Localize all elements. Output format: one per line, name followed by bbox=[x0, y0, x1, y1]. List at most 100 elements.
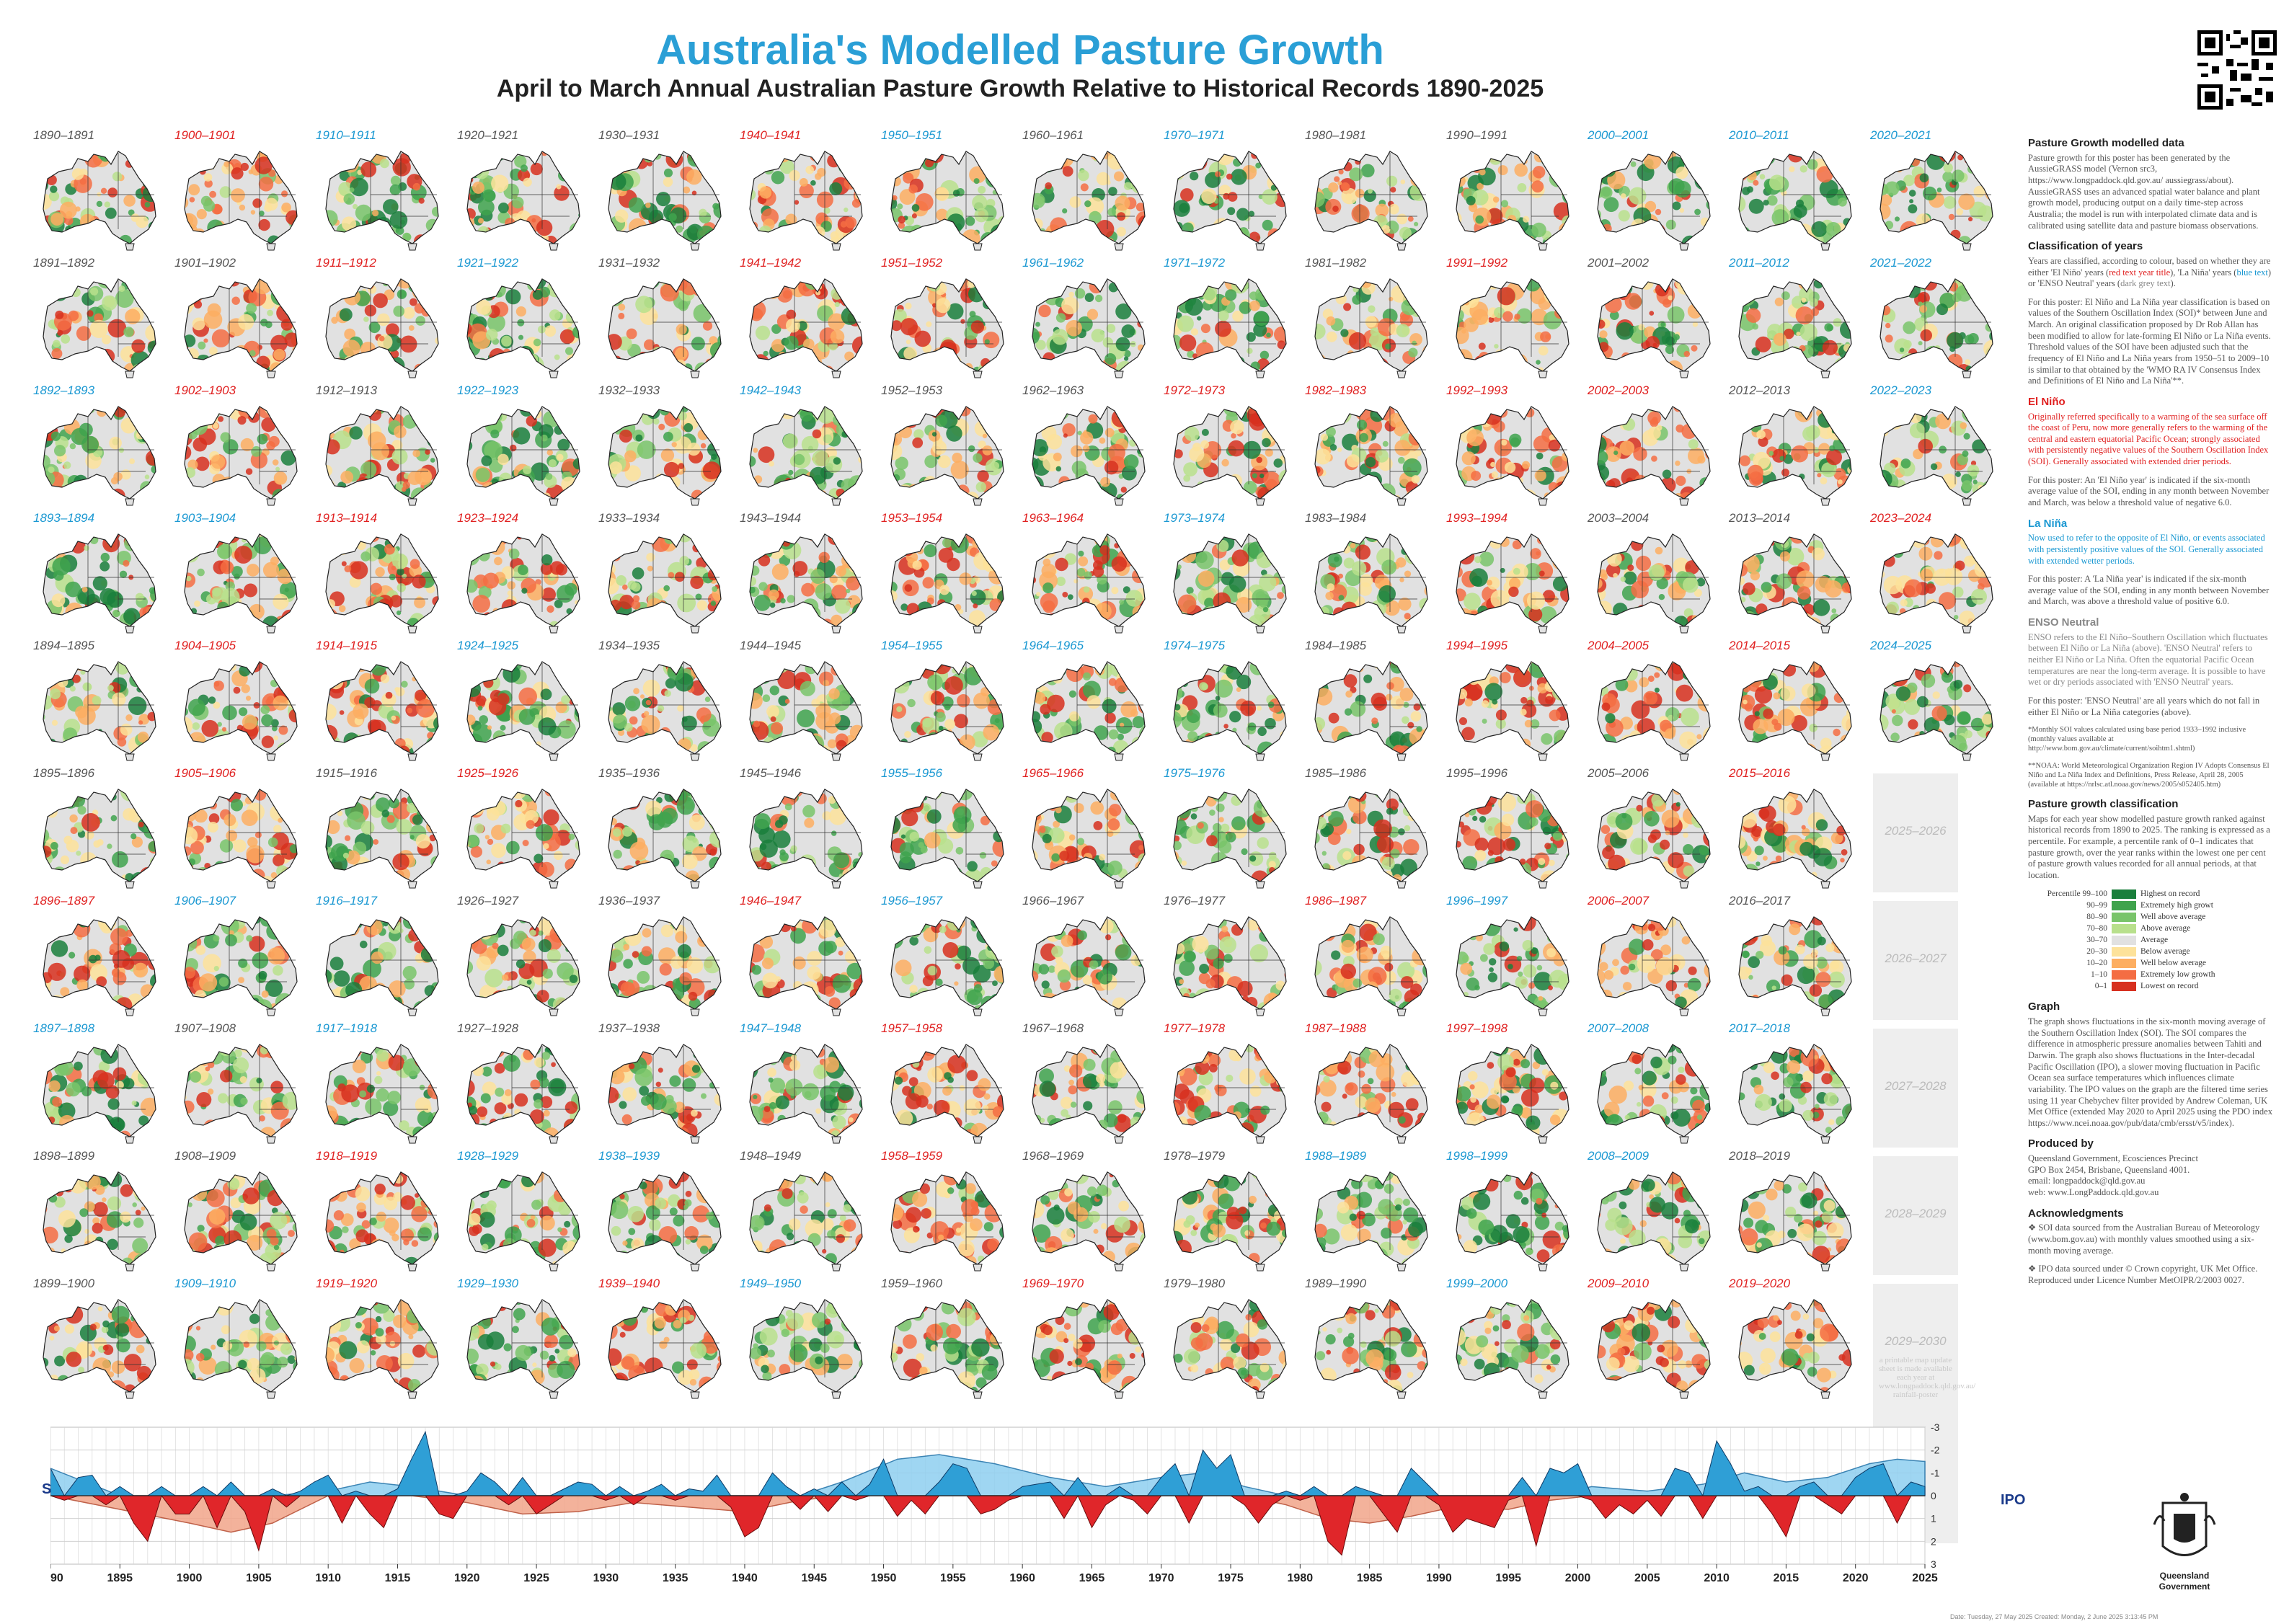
year-map-cell: 1925–1926 bbox=[453, 766, 594, 894]
australia-map bbox=[43, 1044, 156, 1144]
australia-map bbox=[1456, 151, 1569, 251]
year-label: 1919–1920 bbox=[316, 1277, 378, 1290]
australia-map bbox=[1738, 533, 1852, 634]
year-tick-label: 1965 bbox=[1079, 1572, 1105, 1584]
year-map-cell: 1897–1898 bbox=[29, 1021, 170, 1149]
year-tick-label: 1910 bbox=[315, 1572, 341, 1584]
australia-map bbox=[325, 1299, 439, 1399]
year-map-cell: 1938–1939 bbox=[594, 1149, 735, 1277]
year-tick-label: 1890 bbox=[50, 1572, 63, 1584]
year-map-cell: 1915–1916 bbox=[311, 766, 453, 894]
year-label: 1939–1940 bbox=[598, 1277, 660, 1290]
year-map-cell: 1948–1949 bbox=[735, 1149, 877, 1277]
year-label: 1928–1929 bbox=[457, 1149, 519, 1163]
australia-map bbox=[608, 533, 722, 634]
year-label: 1905–1906 bbox=[174, 766, 236, 780]
heading-produced-by: Produced by bbox=[2028, 1137, 2094, 1150]
year-map-cell: 1908–1909 bbox=[170, 1149, 311, 1277]
year-map-cell: 2004–2005 bbox=[1583, 639, 1725, 766]
ipo-tick-label: -2 bbox=[1931, 1445, 1940, 1456]
year-map-cell: 1934–1935 bbox=[594, 639, 735, 766]
australia-map bbox=[1032, 661, 1146, 761]
year-map-cell: 1932–1933 bbox=[594, 383, 735, 511]
australia-map bbox=[466, 1299, 580, 1399]
year-map-cell: 2000–2001 bbox=[1583, 128, 1725, 256]
legend-label: Well below average bbox=[2140, 959, 2207, 968]
australia-map bbox=[1738, 661, 1852, 761]
year-label: 2013–2014 bbox=[1729, 511, 1791, 525]
year-tick-label: 1950 bbox=[871, 1572, 897, 1584]
year-label: 1945–1946 bbox=[740, 766, 802, 780]
australia-map bbox=[608, 1299, 722, 1399]
year-map-cell: 1973–1974 bbox=[1159, 511, 1301, 639]
year-label: 1912–1913 bbox=[316, 383, 378, 397]
year-map-cell: 2009–2010 bbox=[1583, 1277, 1725, 1404]
australia-map bbox=[466, 661, 580, 761]
australia-map bbox=[608, 661, 722, 761]
year-map-cell: 1960–1961 bbox=[1018, 128, 1159, 256]
australia-map bbox=[608, 916, 722, 1016]
australia-map bbox=[466, 1171, 580, 1272]
australia-map bbox=[1032, 151, 1146, 251]
heading-pasture-classification: Pasture growth classification bbox=[2028, 797, 2179, 810]
year-label: 1961–1962 bbox=[1022, 256, 1084, 270]
australia-map bbox=[1456, 278, 1569, 378]
text-pasture-classification: Maps for each year show modelled pasture… bbox=[2028, 813, 2270, 880]
queensland-government-crest-icon: Queensland Government bbox=[2148, 1488, 2221, 1604]
year-map-cell: 2017–2018 bbox=[1725, 1021, 1866, 1149]
year-map-cell: 1909–1910 bbox=[170, 1277, 311, 1404]
australia-map bbox=[1738, 916, 1852, 1016]
ipo-tick-label: 0 bbox=[1931, 1490, 1936, 1501]
year-label: 1950–1951 bbox=[881, 128, 943, 142]
australia-map bbox=[749, 1044, 863, 1144]
year-map-cell: 1905–1906 bbox=[170, 766, 311, 894]
australia-map bbox=[1738, 278, 1852, 378]
year-map-cell: 2021–2022 bbox=[1866, 256, 2007, 383]
year-label: 1984–1985 bbox=[1305, 639, 1367, 652]
year-tick-label: 1915 bbox=[385, 1572, 411, 1584]
year-map-cell: 1970–1971 bbox=[1159, 128, 1301, 256]
year-label: 2000–2001 bbox=[1588, 128, 1650, 142]
text-produced-by: Queensland Government, Ecosciences Preci… bbox=[2028, 1153, 2199, 1197]
year-map-cell: 1985–1986 bbox=[1301, 766, 1442, 894]
year-label: 2010–2011 bbox=[1729, 128, 1789, 142]
year-map-cell: 2011–2012 bbox=[1725, 256, 1866, 383]
year-label: 1913–1914 bbox=[316, 511, 378, 525]
ipo-negative-area bbox=[50, 1454, 1926, 1496]
australia-map bbox=[325, 406, 439, 506]
year-map-cell: 1961–1962 bbox=[1018, 256, 1159, 383]
year-tick-label: 1990 bbox=[1426, 1572, 1452, 1584]
legend-percentile: 90–99 bbox=[2086, 901, 2107, 910]
year-map-cell: 2020–2021 bbox=[1866, 128, 2007, 256]
legend-row: 70–80 Above average bbox=[2028, 923, 2273, 934]
year-map-cell: 2005–2006 bbox=[1583, 766, 1725, 894]
australia-map bbox=[608, 406, 722, 506]
qr-code[interactable] bbox=[2197, 30, 2277, 110]
year-label: 1911–1912 bbox=[316, 256, 376, 270]
australia-map bbox=[43, 151, 156, 251]
legend-label: Lowest on record bbox=[2140, 982, 2199, 991]
australia-map bbox=[1032, 1299, 1146, 1399]
australia-map bbox=[1032, 916, 1146, 1016]
australia-map bbox=[325, 151, 439, 251]
year-label: 1907–1908 bbox=[174, 1021, 236, 1035]
year-map-cell: 1912–1913 bbox=[311, 383, 453, 511]
australia-map bbox=[1032, 278, 1146, 378]
year-label: 1958–1959 bbox=[881, 1149, 943, 1163]
year-map-cell: 1952–1953 bbox=[877, 383, 1018, 511]
year-map-cell: 1935–1936 bbox=[594, 766, 735, 894]
legend-row: 1–10 Extremely low growth bbox=[2028, 969, 2273, 980]
year-map-cell: 1896–1897 bbox=[29, 894, 170, 1021]
year-map-cell: 1894–1895 bbox=[29, 639, 170, 766]
australia-map bbox=[890, 278, 1004, 378]
heading-enso-neutral: ENSO Neutral bbox=[2028, 616, 2099, 629]
text-ack-ipo: ❖ IPO data sourced under © Crown copyrig… bbox=[2028, 1264, 2258, 1285]
year-label: 1994–1995 bbox=[1446, 639, 1508, 652]
text-classification: Years are classified, according to colou… bbox=[2028, 255, 2272, 289]
australia-map bbox=[1173, 406, 1287, 506]
year-map-cell: 1957–1958 bbox=[877, 1021, 1018, 1149]
ipo-tick-label: 3 bbox=[1931, 1558, 1936, 1570]
text-classification-2: For this poster: El Niño and La Niña yea… bbox=[2028, 296, 2271, 386]
australia-map bbox=[43, 278, 156, 378]
australia-map bbox=[1738, 406, 1852, 506]
